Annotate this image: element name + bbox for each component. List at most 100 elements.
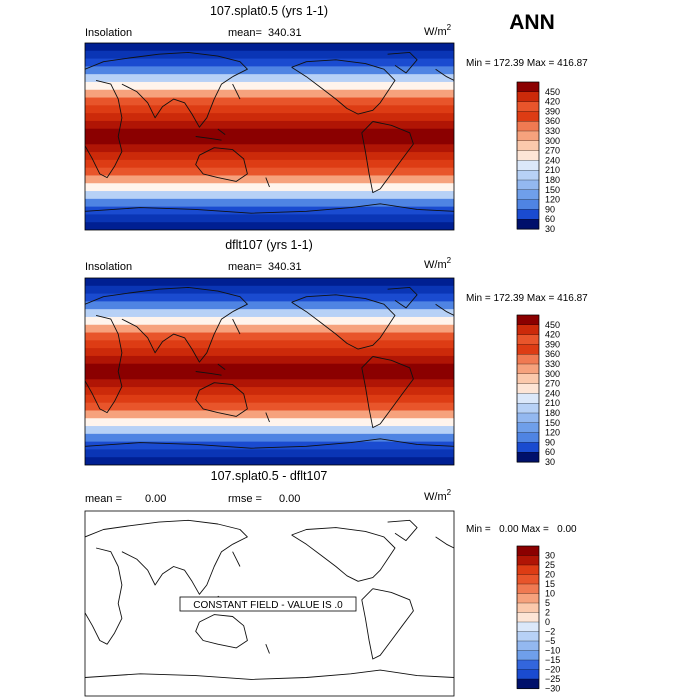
latitude-band xyxy=(85,293,454,302)
colorbar-swatch xyxy=(516,555,540,566)
constant-field-box xyxy=(179,596,357,612)
map-frame xyxy=(84,510,455,697)
colorbar-swatch xyxy=(516,640,540,652)
colorbar-tick-label: −5 xyxy=(545,636,555,646)
colorbar-tick-label: 30 xyxy=(545,551,555,561)
colorbar-swatch xyxy=(516,91,540,103)
coastline xyxy=(85,438,454,449)
panel-title: dflt107 (yrs 1-1) xyxy=(225,238,313,252)
latitude-band xyxy=(85,113,454,122)
colorbar-swatch xyxy=(516,412,540,424)
colorbar: 4504203903603303002702402101801501209060… xyxy=(516,81,560,234)
map-heatmap xyxy=(85,43,454,230)
colorbar-swatch xyxy=(516,574,540,585)
min-max-text: Min = 0.00 Max = 0.00 xyxy=(466,524,577,535)
colorbar-tick-label: 60 xyxy=(545,214,555,224)
coastline xyxy=(232,83,241,100)
coastline xyxy=(195,136,222,141)
coastline xyxy=(265,644,270,654)
latitude-band xyxy=(85,316,454,326)
colorbar-frame xyxy=(516,314,540,463)
latitude-band xyxy=(85,285,454,295)
latitude-band xyxy=(85,426,454,435)
colorbar-tick-label: 390 xyxy=(545,106,560,116)
coastlines xyxy=(85,519,454,680)
latitude-band xyxy=(85,206,454,216)
latitude-band xyxy=(85,81,454,91)
latitude-band xyxy=(85,324,454,334)
latitude-band xyxy=(85,387,454,396)
colorbar-swatch xyxy=(516,583,540,595)
latitude-band xyxy=(85,394,454,404)
colorbar-swatch xyxy=(516,452,540,463)
rmse-label: rmse = xyxy=(228,493,262,505)
coastline xyxy=(195,382,248,417)
colorbar-tick-label: 10 xyxy=(545,589,555,599)
latitude-band xyxy=(85,50,454,60)
colorbar-swatch xyxy=(516,150,540,161)
coastline xyxy=(121,311,233,363)
colorbar-tick-label: 300 xyxy=(545,136,560,146)
latitude-band xyxy=(85,136,454,145)
latitude-bands xyxy=(85,278,454,465)
colorbar-tick-label: 270 xyxy=(545,379,560,389)
colorbar-tick-label: 240 xyxy=(545,388,560,398)
mean-value: 0.00 xyxy=(145,493,166,505)
mean-label: mean = xyxy=(85,493,122,505)
colorbar-tick-label: 30 xyxy=(545,457,555,467)
panel-control: dflt107 (yrs 1-1) Insolation mean= 340.3… xyxy=(84,238,588,467)
coastline xyxy=(387,519,418,542)
coastlines xyxy=(85,286,454,449)
colorbar-tick-label: 25 xyxy=(545,560,555,570)
colorbar-swatch xyxy=(516,160,540,171)
latitude-band xyxy=(85,128,454,138)
colorbar-swatch xyxy=(516,442,540,453)
latitude-band xyxy=(85,191,454,200)
colorbar-swatch xyxy=(516,593,540,604)
coastline xyxy=(85,51,248,78)
latitude-band xyxy=(85,441,454,451)
colorbar-swatch xyxy=(516,393,540,404)
colorbar-tick-label: 240 xyxy=(545,155,560,165)
coastline xyxy=(387,51,418,74)
colorbar-tick-label: 150 xyxy=(545,185,560,195)
colorbar-swatch xyxy=(516,373,540,385)
latitude-band xyxy=(85,66,454,75)
constant-field-message: CONSTANT FIELD - VALUE IS .0 xyxy=(193,600,343,611)
colorbar-swatch xyxy=(516,650,540,661)
units-label: W/m2 xyxy=(424,23,452,38)
colorbar-tick-label: 450 xyxy=(545,87,560,97)
colorbar-swatch xyxy=(516,130,540,142)
colorbar-swatch xyxy=(516,659,540,671)
coastline xyxy=(435,68,454,81)
colorbar-tick-label: 150 xyxy=(545,418,560,428)
colorbar-tick-label: −10 xyxy=(545,646,560,656)
colorbar-tick-label: 360 xyxy=(545,116,560,126)
field-label: Insolation xyxy=(85,27,132,39)
latitude-band xyxy=(85,355,454,365)
colorbar-swatch xyxy=(516,678,540,690)
latitude-band xyxy=(85,120,454,130)
latitude-band xyxy=(85,410,454,419)
latitude-band xyxy=(85,167,454,177)
latitude-band xyxy=(85,433,454,443)
colorbar-swatch xyxy=(516,432,540,443)
mean-label: mean= xyxy=(228,261,262,273)
coastline xyxy=(85,286,248,313)
coastline xyxy=(121,543,233,595)
coastline xyxy=(387,286,418,309)
latitude-band xyxy=(85,105,454,114)
map-heatmap xyxy=(85,278,454,465)
coastline xyxy=(291,59,396,115)
coastline xyxy=(265,412,270,423)
coastline xyxy=(121,76,233,128)
colorbar-tick-label: 180 xyxy=(545,408,560,418)
latitude-bands xyxy=(85,43,454,230)
coastline xyxy=(435,536,454,549)
coastline xyxy=(217,128,226,135)
colorbar: 4504203903603303002702402101801501209060… xyxy=(516,314,560,467)
latitude-band xyxy=(85,214,454,223)
colorbar-tick-label: −20 xyxy=(545,665,560,675)
